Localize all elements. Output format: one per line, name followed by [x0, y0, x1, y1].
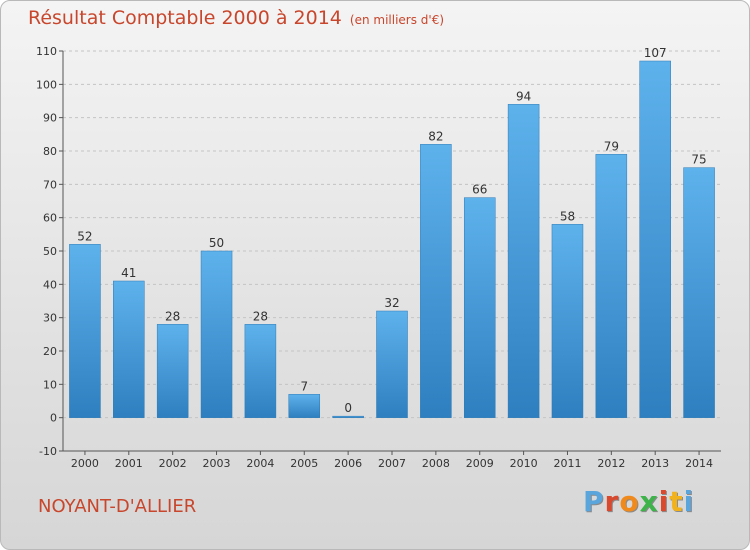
y-tick-label: 0 [50, 412, 57, 425]
y-tick-label: 30 [43, 312, 57, 325]
chart-unit-label: (en milliers d'€) [349, 13, 445, 27]
bar-2001 [113, 280, 145, 418]
bar-2008 [420, 144, 452, 418]
data-label-2013: 107 [644, 46, 667, 60]
bar-2014 [683, 167, 715, 418]
x-tick-label-2014: 2014 [685, 457, 713, 470]
y-tick-label: 100 [36, 78, 57, 91]
data-label-2000: 52 [77, 229, 92, 243]
y-tick-label: -10 [39, 445, 57, 458]
y-tick-label: 70 [43, 178, 57, 191]
data-label-2004: 28 [253, 309, 268, 323]
y-tick-label: 50 [43, 245, 57, 258]
x-tick-label-2009: 2009 [466, 457, 494, 470]
bars [69, 60, 715, 418]
data-label-2009: 66 [472, 183, 487, 197]
logo-letter: t [669, 485, 684, 518]
data-label-2005: 7 [300, 379, 308, 393]
data-label-2003: 50 [209, 236, 224, 250]
bar-2011 [551, 224, 584, 418]
bar-2009 [463, 197, 496, 418]
logo-letter: P [583, 485, 605, 518]
bar-2005 [288, 394, 321, 418]
x-tick-label-2003: 2003 [203, 457, 231, 470]
x-tick-label-2001: 2001 [115, 457, 143, 470]
x-tick-label-2012: 2012 [597, 457, 625, 470]
data-label-2011: 58 [560, 209, 575, 223]
proxiti-logo: Proxiti [583, 485, 694, 518]
x-tick-label-2002: 2002 [159, 457, 187, 470]
y-tick-label: 90 [43, 112, 57, 125]
bar-2010 [507, 104, 540, 418]
bar-2007 [376, 310, 408, 418]
y-tick-label: 10 [43, 378, 57, 391]
x-tick-label-2007: 2007 [378, 457, 406, 470]
x-tick-label-2013: 2013 [641, 457, 669, 470]
bar-2000 [69, 244, 101, 418]
x-tick-label-2000: 2000 [71, 457, 99, 470]
y-tick-label: 60 [43, 212, 57, 225]
logo-letter: i [683, 485, 695, 518]
data-label-2006: 0 [344, 401, 352, 415]
logo-letter: r [604, 485, 620, 518]
data-label-2007: 32 [384, 296, 399, 310]
data-label-2012: 79 [604, 139, 619, 153]
x-tick-label-2011: 2011 [553, 457, 581, 470]
x-tick-label-2004: 2004 [246, 457, 274, 470]
data-label-2001: 41 [121, 266, 136, 280]
logo-letter: i [658, 485, 670, 518]
bar-2003 [200, 250, 233, 418]
y-tick-label: 40 [43, 278, 57, 291]
bar-2013 [639, 60, 671, 418]
data-labels: 52 41 28 50 28 7 0 32 82 66 94 58 79 107 75 [77, 46, 706, 415]
commune-name: NOYANT-D'ALLIER [38, 496, 197, 517]
data-label-2014: 75 [691, 153, 706, 167]
x-tick-label-2006: 2006 [334, 457, 362, 470]
y-tick-label: 20 [43, 345, 57, 358]
chart-title-text: Résultat Comptable 2000 à 2014 [28, 7, 342, 29]
y-tick-label: 110 [36, 45, 57, 58]
bar-2006 [332, 415, 364, 418]
x-tick-label-2008: 2008 [422, 457, 450, 470]
x-tick-label-2010: 2010 [510, 457, 538, 470]
chart-title: Résultat Comptable 2000 à 2014 (en millie… [28, 7, 444, 29]
data-label-2008: 82 [428, 129, 443, 143]
bar-2004 [244, 324, 277, 418]
y-tick-label: 80 [43, 145, 57, 158]
bar-2012 [595, 154, 628, 418]
logo-letter: x [639, 485, 659, 518]
logo-letter: o [619, 485, 640, 518]
x-tick-label-2005: 2005 [290, 457, 318, 470]
bar-2002 [156, 324, 189, 418]
data-label-2010: 94 [516, 89, 531, 103]
data-label-2002: 28 [165, 309, 180, 323]
